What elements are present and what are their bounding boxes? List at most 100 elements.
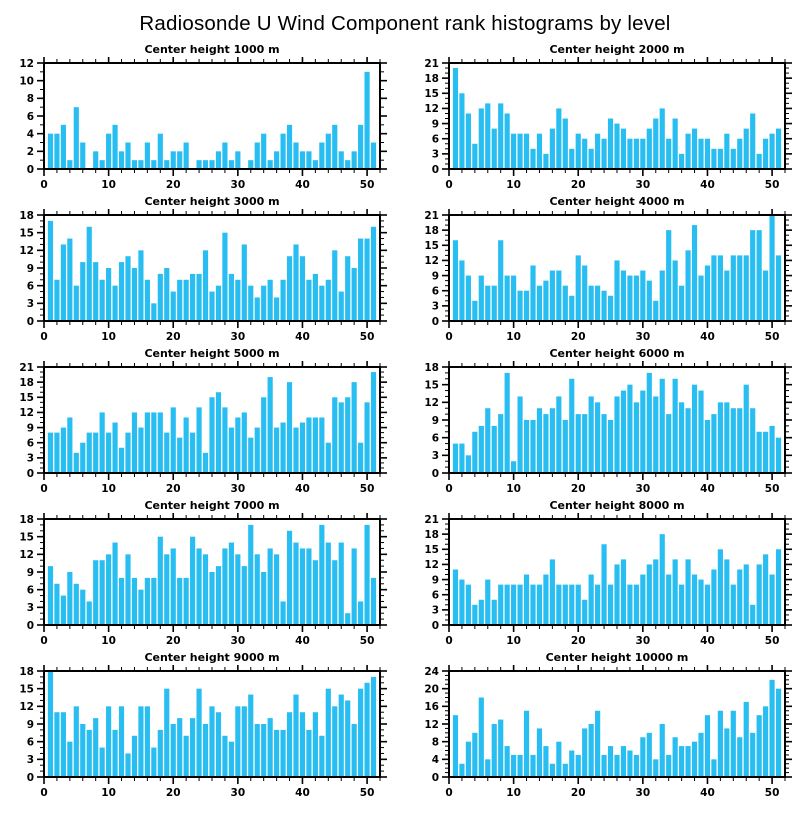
histogram-bar: [743, 701, 749, 777]
histogram-bar: [672, 559, 678, 625]
histogram-bar: [131, 268, 138, 321]
y-axis-tick-label: 12: [19, 245, 34, 257]
histogram-bar: [170, 548, 176, 625]
histogram-bar: [549, 270, 555, 321]
histogram-bar: [47, 566, 54, 625]
histogram-bar: [459, 260, 465, 321]
histogram-bar: [370, 577, 377, 625]
histogram-bar: [86, 226, 92, 321]
histogram-bar: [711, 569, 717, 625]
histogram-bar: [170, 151, 176, 169]
x-axis-tick-label: 50: [765, 179, 780, 191]
y-axis-tick-label: 21: [424, 210, 439, 222]
x-axis-tick-label: 50: [360, 635, 375, 647]
x-axis-tick-label: 40: [700, 179, 715, 191]
histogram-bar: [543, 280, 549, 321]
histogram-bar: [737, 255, 743, 321]
histogram-bar: [131, 412, 138, 473]
histogram-bar: [183, 279, 189, 321]
histogram-bar: [112, 729, 118, 777]
histogram-bar: [261, 133, 267, 169]
x-axis-tick-label: 40: [295, 331, 310, 343]
x-axis-tick-label: 10: [506, 179, 521, 191]
histogram-bar: [465, 275, 471, 321]
histogram-bar: [190, 536, 196, 625]
y-axis-tick-label: 9: [27, 263, 34, 275]
histogram-bar: [151, 303, 157, 321]
histogram-bar: [601, 754, 607, 777]
histogram-bar: [724, 402, 730, 473]
histogram-bar: [241, 244, 247, 321]
histogram-bar: [351, 548, 357, 625]
histogram-bar: [209, 397, 215, 473]
histogram-bar: [556, 270, 562, 321]
histogram-bar: [679, 402, 685, 473]
x-axis-tick-label: 10: [101, 787, 116, 799]
histogram-bar: [588, 285, 594, 321]
histogram-bar: [653, 759, 659, 777]
histogram-bar: [144, 142, 150, 169]
subplot-title: Center height 7000 m: [144, 499, 280, 512]
histogram-bar: [556, 584, 562, 625]
histogram-bar: [235, 151, 241, 169]
histogram-bar: [286, 382, 293, 473]
histogram-bar: [698, 579, 704, 625]
histogram-bar: [370, 142, 377, 169]
histogram-bar: [351, 382, 357, 473]
plot-box: [43, 62, 381, 170]
histogram-bar: [293, 142, 299, 169]
histogram-bar: [653, 118, 659, 169]
histogram-bar: [775, 255, 782, 321]
histogram-bar: [345, 397, 351, 473]
histogram-bar: [209, 706, 215, 777]
subplot-title: Center height 9000 m: [144, 651, 280, 664]
histogram-bar: [717, 549, 723, 625]
histogram-bar: [569, 378, 575, 473]
histogram-bar: [763, 138, 769, 169]
histogram-bar: [338, 542, 344, 625]
histogram-bar: [653, 396, 659, 473]
y-axis-tick-label: 0: [432, 772, 439, 784]
histogram-bar: [666, 574, 672, 625]
y-axis-tick-label: 3: [27, 453, 34, 465]
histogram-bar: [286, 712, 293, 777]
histogram-bar: [549, 763, 555, 777]
y-axis-tick-label: 9: [432, 118, 439, 130]
histogram-bar: [679, 153, 685, 169]
y-axis-tick-label: 6: [27, 438, 34, 450]
y-axis-tick-label: 9: [432, 270, 439, 282]
histogram-bar: [215, 285, 222, 321]
histogram-bar: [358, 601, 364, 625]
x-axis-tick-label: 30: [231, 787, 246, 799]
histogram-bar: [306, 729, 312, 777]
histogram-bar: [47, 671, 54, 777]
y-axis-tick-label: 0: [432, 316, 439, 328]
histogram-bar: [569, 295, 575, 321]
histogram-bar: [536, 584, 543, 625]
x-axis-tick-label: 10: [101, 179, 116, 191]
histogram-bar: [562, 118, 568, 169]
y-axis-tick-label: 3: [432, 301, 439, 313]
histogram-bar: [698, 390, 704, 473]
histogram-bar: [325, 688, 331, 777]
histogram-bar: [202, 160, 209, 169]
histogram-bar: [228, 741, 234, 777]
histogram-bar: [125, 142, 131, 169]
histogram-bar: [364, 524, 370, 625]
subplot-title: Center height 5000 m: [144, 347, 280, 360]
histogram-bar: [659, 724, 665, 777]
histogram-bar: [491, 128, 497, 169]
histogram-bar: [717, 710, 723, 777]
histogram-bar: [640, 737, 646, 777]
subplot-5000m-chart: 0 3 6 9 12 15 18 21 0 10 20 30 40 50: [19, 361, 387, 495]
plot-box: [43, 366, 381, 474]
histogram-bar: [332, 706, 338, 777]
y-axis-tick-label: 0: [432, 468, 439, 480]
subplot-title: Center height 1000 m: [144, 43, 280, 56]
histogram-bar: [306, 548, 312, 625]
histogram-bar: [691, 384, 698, 473]
histogram-bar: [562, 584, 568, 625]
histogram-bar: [248, 694, 254, 777]
histogram-bar: [601, 138, 607, 169]
histogram-bar: [144, 706, 150, 777]
